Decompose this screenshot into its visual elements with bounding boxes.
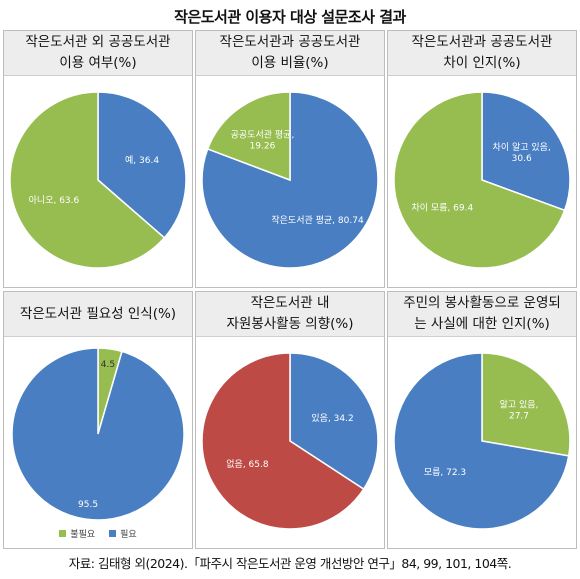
- pie-slice: [393, 352, 570, 530]
- data-label: 차이 알고 있음, 30.6: [493, 141, 551, 164]
- chart-panel-1: 작은도서관 외 공공도서관 이용 여부(%) 예, 36.4 아니오, 63.6: [3, 30, 193, 288]
- pie-slice: [481, 91, 571, 212]
- data-label: 작은도서관 평균, 80.74: [271, 215, 364, 226]
- pie-slice: [11, 347, 185, 521]
- pie-slice: [206, 91, 291, 182]
- chart-panel-3: 작은도서관과 공공도서관 차이 인지(%) 차이 알고 있음, 30.6 차이 모름…: [387, 30, 577, 288]
- data-label: 4.5: [101, 360, 115, 370]
- chart-legend: 불필요 필요: [4, 527, 192, 540]
- chart-panel-header: 작은도서관 외 공공도서관 이용 여부(%): [4, 31, 192, 76]
- pie-chart-2: 작은도서관 평균, 80.74 공공도서관 평균, 19.26: [201, 91, 379, 269]
- chart-title: 작은도서관 필요성 인식(%): [19, 305, 177, 322]
- chart-panel-header: 작은도서관과 공공도서관 이용 비율(%): [196, 31, 384, 76]
- pie-chart-1: 예, 36.4 아니오, 63.6: [9, 91, 187, 269]
- data-label: 공공도서관 평균, 19.26: [231, 130, 295, 152]
- legend-item: 불필요: [59, 527, 95, 540]
- chart-panel-5: 작은도서관 내 자원봉사활동 의향(%) 있음, 34.2 없음, 65.8: [195, 291, 385, 549]
- pie-slice: [97, 91, 187, 239]
- chart-panel-header: 작은도서관과 공공도서관 차이 인지(%): [388, 31, 576, 76]
- chart-panel-header: 작은도서관 필요성 인식(%): [4, 292, 192, 337]
- chart-panel-4: 작은도서관 필요성 인식(%) 4.5 95.5 불필요 필요: [3, 291, 193, 549]
- page-title: 작은도서관 이용자 대상 설문조사 결과: [174, 8, 406, 26]
- chart-panel-6: 주민의 봉사활동으로 운영되 는 사실에 대한 인지(%) 알고 있음, 27.7…: [387, 291, 577, 549]
- chart-grid: 작은도서관 외 공공도서관 이용 여부(%) 예, 36.4 아니오, 63.6 …: [3, 30, 577, 549]
- data-label: 95.5: [78, 500, 98, 510]
- pie-chart-3: 차이 알고 있음, 30.6 차이 모름, 69.4: [393, 91, 571, 269]
- legend-item: 필요: [109, 527, 137, 540]
- pie-slice: [393, 91, 566, 269]
- chart-panel-2: 작은도서관과 공공도서관 이용 비율(%) 작은도서관 평균, 80.74 공공도…: [195, 30, 385, 288]
- data-label: 있음, 34.2: [311, 412, 353, 424]
- pie-slice: [481, 352, 571, 457]
- chart-panel-header: 작은도서관 내 자원봉사활동 의향(%): [196, 292, 384, 337]
- chart-panel-header: 주민의 봉사활동으로 운영되 는 사실에 대한 인지(%): [388, 292, 576, 337]
- legend-label: 필요: [120, 530, 137, 540]
- source-note: 자료: 김태형 외(2024).「파주시 작은도서관 운영 개선방안 연구」84…: [68, 556, 512, 571]
- legend-swatch: [59, 530, 67, 537]
- data-label: 알고 있음, 27.7: [500, 398, 539, 421]
- pie-slice: [9, 91, 166, 269]
- chart-title: 작은도서관과 공공도서관 이용 비율(%): [219, 34, 361, 71]
- legend-swatch: [109, 530, 117, 537]
- pie-chart-6: 알고 있음, 27.7 모름, 72.3: [393, 352, 571, 530]
- data-label: 없음, 65.8: [226, 459, 269, 470]
- chart-title: 작은도서관 외 공공도서관 이용 여부(%): [25, 34, 171, 71]
- pie-chart-4: 4.5 95.5: [11, 347, 185, 521]
- data-label: 아니오, 63.6: [29, 195, 80, 206]
- chart-title: 주민의 봉사활동으로 운영되 는 사실에 대한 인지(%): [403, 295, 561, 332]
- legend-label: 불필요: [70, 530, 96, 540]
- chart-title: 작은도서관과 공공도서관 차이 인지(%): [411, 34, 553, 71]
- data-label: 모름, 72.3: [424, 467, 466, 478]
- data-label: 예, 36.4: [125, 155, 159, 166]
- chart-title: 작은도서관 내 자원봉사활동 의향(%): [226, 295, 354, 332]
- data-label: 차이 모름, 69.4: [411, 202, 473, 214]
- pie-slice: [201, 352, 365, 530]
- pie-chart-5: 있음, 34.2 없음, 65.8: [201, 352, 379, 530]
